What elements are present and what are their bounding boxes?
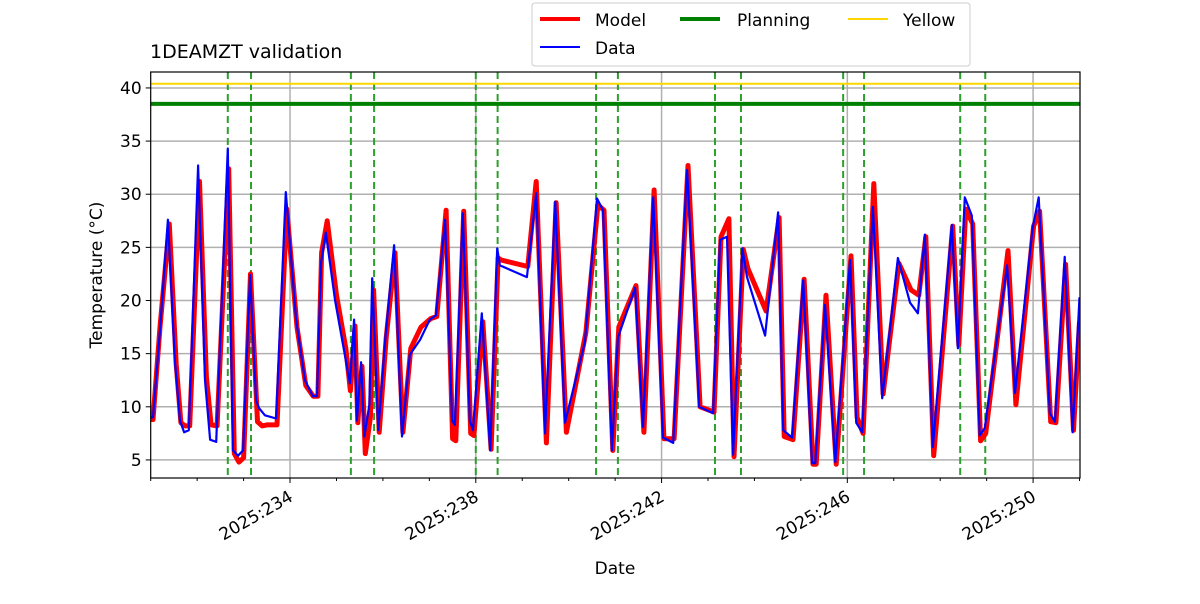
y-tick-label: 35 [120, 132, 142, 152]
legend-label-planning: Planning [737, 11, 810, 31]
y-axis: 5 10 15 20 25 30 35 40 [120, 79, 151, 471]
legend-label-data: Data [595, 39, 636, 59]
data-line [150, 147, 1080, 465]
x-tick-label: 2025:246 [773, 487, 854, 545]
chart-title: 1DEAMZT validation [150, 41, 342, 63]
x-tick-label: 2025:234 [216, 487, 297, 545]
x-tick-label: 2025:238 [402, 487, 483, 545]
x-tick-label: 2025:242 [588, 487, 669, 545]
legend-label-model: Model [595, 11, 646, 31]
y-tick-label: 20 [120, 292, 142, 312]
y-tick-label: 5 [131, 451, 142, 471]
legend-label-yellow: Yellow [902, 11, 955, 31]
limit-lines [150, 82, 1080, 106]
y-tick-label: 30 [120, 185, 142, 205]
y-tick-label: 25 [120, 238, 142, 258]
y-axis-label: Temperature (°C) [87, 202, 107, 350]
x-axis-label: Date [595, 559, 636, 579]
series-group [150, 147, 1080, 467]
y-tick-label: 15 [120, 345, 142, 365]
y-tick-label: 10 [120, 398, 142, 418]
legend: Model Data Planning Yellow [531, 2, 971, 67]
x-axis: 2025:234 2025:238 2025:242 2025:246 2025:250 [150, 478, 1081, 545]
y-tick-label: 40 [120, 79, 142, 99]
grid [150, 72, 1080, 478]
x-tick-label: 2025:250 [959, 487, 1040, 545]
